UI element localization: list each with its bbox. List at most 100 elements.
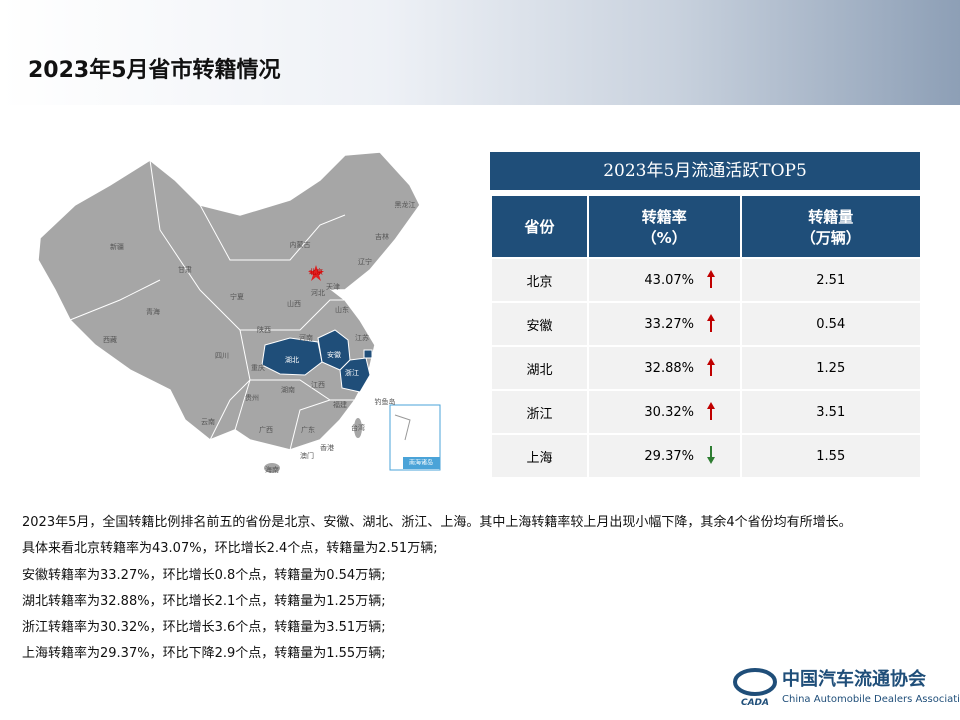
province-borders xyxy=(69,159,355,451)
table-title: 2023年5月流通活跃TOP5 xyxy=(490,152,920,196)
rate-value: 32.88% xyxy=(644,360,694,376)
province-label: 台湾 xyxy=(351,423,365,432)
province-label: 湖北 xyxy=(285,355,299,364)
province-label: 广西 xyxy=(259,425,273,434)
volume-cell: 1.55 xyxy=(739,433,920,477)
logo: CADA 中国汽车流通协会 China Automobile Dealers A… xyxy=(733,668,960,708)
trend-arrow-shape xyxy=(706,358,715,376)
province-label: 四川 xyxy=(215,352,229,360)
rate-cell: 43.07% xyxy=(586,257,741,302)
province-label: 天津 xyxy=(326,283,340,291)
volume-cell: 0.54 xyxy=(739,301,920,346)
province-label: 重庆 xyxy=(251,363,265,372)
column-header: 转籍率 （%） xyxy=(586,196,741,258)
province-label: 南海诸岛 xyxy=(409,459,433,467)
column-header: 转籍量 （万辆） xyxy=(739,196,920,258)
province-label: 甘肃 xyxy=(178,265,192,274)
volume-cell: 1.25 xyxy=(739,345,920,390)
logo-english: China Automobile Dealers Association xyxy=(782,694,960,705)
province-cell: 安徽 xyxy=(490,301,588,346)
trend-arrow-shape xyxy=(706,270,715,288)
table-row: 安徽 33.27% 0.54 xyxy=(490,301,920,346)
province-label: 青海 xyxy=(146,307,160,316)
province-label: 黑龙江 xyxy=(395,200,416,209)
province-label: 山西 xyxy=(287,299,301,308)
table: 省份 转籍率 （%） 转籍量 （万辆） 北京 43.07% 2.51 安徽 33.27% 0.5… xyxy=(490,196,920,477)
province-cell: 上海 xyxy=(490,433,588,477)
inset-coast xyxy=(394,414,411,441)
province-label: 西藏 xyxy=(103,335,117,344)
trend-arrow-shape xyxy=(706,446,715,464)
rate-value: 43.07% xyxy=(644,272,694,288)
province-label: 江西 xyxy=(311,381,325,389)
province-label: 贵州 xyxy=(245,393,259,402)
province-label: 澳门 xyxy=(300,451,314,460)
logo-mark xyxy=(733,668,777,696)
province-label: 江苏 xyxy=(355,333,369,342)
province-cell: 湖北 xyxy=(490,345,588,390)
province-label: 海南 xyxy=(265,465,279,474)
rate-cell: 29.37% xyxy=(586,433,741,477)
province-cell: 浙江 xyxy=(490,389,588,434)
province-label: 北京 xyxy=(309,267,323,276)
province-label: 上海 xyxy=(371,350,385,359)
rate-cell: 30.32% xyxy=(586,389,741,434)
volume-cell: 2.51 xyxy=(739,257,920,302)
province-cell: 北京 xyxy=(490,257,588,302)
table-row: 上海 29.37% 1.55 xyxy=(490,433,920,477)
province-label: 安徽 xyxy=(327,350,341,359)
table-row: 浙江 30.32% 3.51 xyxy=(490,389,920,434)
trend-arrow-shape xyxy=(706,402,715,420)
province-label: 云南 xyxy=(201,417,215,426)
trend-arrow-shape xyxy=(706,314,715,332)
rate-cell: 33.27% xyxy=(586,301,741,346)
beijing-marker xyxy=(308,265,324,281)
province-label: 吉林 xyxy=(375,232,389,241)
summary-line: 2023年5月，全国转籍比例排名前五的省份是北京、安徽、湖北、浙江、上海。其中上… xyxy=(22,515,852,530)
hainan xyxy=(264,463,280,473)
summary-line: 安徽转籍率为33.27%，环比增长0.8个点，转籍量为0.54万辆; xyxy=(22,567,386,583)
province-label: 内蒙古 xyxy=(290,240,311,249)
province-label: 香港 xyxy=(320,443,334,452)
province-label: 湖南 xyxy=(281,385,295,394)
province-label: 辽宁 xyxy=(358,257,372,266)
rate-value: 29.37% xyxy=(644,448,694,464)
province-label: 广东 xyxy=(301,425,315,434)
map-outline xyxy=(37,151,421,451)
province-label: 浙江 xyxy=(345,368,359,377)
summary-line: 上海转籍率为29.37%，环比下降2.9个点，转籍量为1.55万辆; xyxy=(22,646,386,662)
table-row: 北京 43.07% 2.51 xyxy=(490,257,920,302)
summary-line: 浙江转籍率为30.32%，环比增长3.6个点，转籍量为3.51万辆; xyxy=(22,620,386,636)
summary-text: 2023年5月，全国转籍比例排名前五的省份是北京、安徽、湖北、浙江、上海。其中上… xyxy=(22,510,852,668)
province-label: 新疆 xyxy=(110,242,124,251)
top5-table: 2023年5月流通活跃TOP5 省份 转籍率 （%） 转籍量 （万辆） 北京 43.07… xyxy=(490,152,920,477)
banner xyxy=(0,0,960,105)
trend-arrow xyxy=(706,358,715,376)
province-label: 宁夏 xyxy=(230,292,244,301)
rate-value: 30.32% xyxy=(644,404,694,420)
table-row: 湖北 32.88% 1.25 xyxy=(490,345,920,390)
volume-cell: 3.51 xyxy=(739,389,920,434)
province-label: 河北 xyxy=(311,289,325,297)
summary-line: 湖北转籍率为32.88%，环比增长2.1个点，转籍量为1.25万辆; xyxy=(22,593,386,609)
rate-cell: 32.88% xyxy=(586,345,741,390)
shanghai xyxy=(363,349,373,359)
rate-value: 33.27% xyxy=(644,316,694,332)
province-label: 河南 xyxy=(299,333,313,342)
zhejiang xyxy=(339,357,371,393)
hubei xyxy=(261,337,323,376)
column-header: 省份 xyxy=(490,196,588,258)
trend-arrow xyxy=(706,314,715,332)
inset-label-bg xyxy=(403,457,440,469)
province-label: 山东 xyxy=(335,305,349,314)
slide-title: 2023年5月省市转籍情况 xyxy=(28,58,281,83)
logo-name: 中国汽车流通协会 xyxy=(782,668,926,690)
trend-arrow xyxy=(706,270,715,288)
logo-acronym: CADA xyxy=(741,698,769,708)
summary-line: 具体来看北京转籍率为43.07%，环比增长2.4个点，转籍量为2.51万辆; xyxy=(22,541,438,557)
trend-arrow xyxy=(706,446,715,464)
taiwan xyxy=(354,418,362,438)
province-label: 陕西 xyxy=(257,325,271,334)
